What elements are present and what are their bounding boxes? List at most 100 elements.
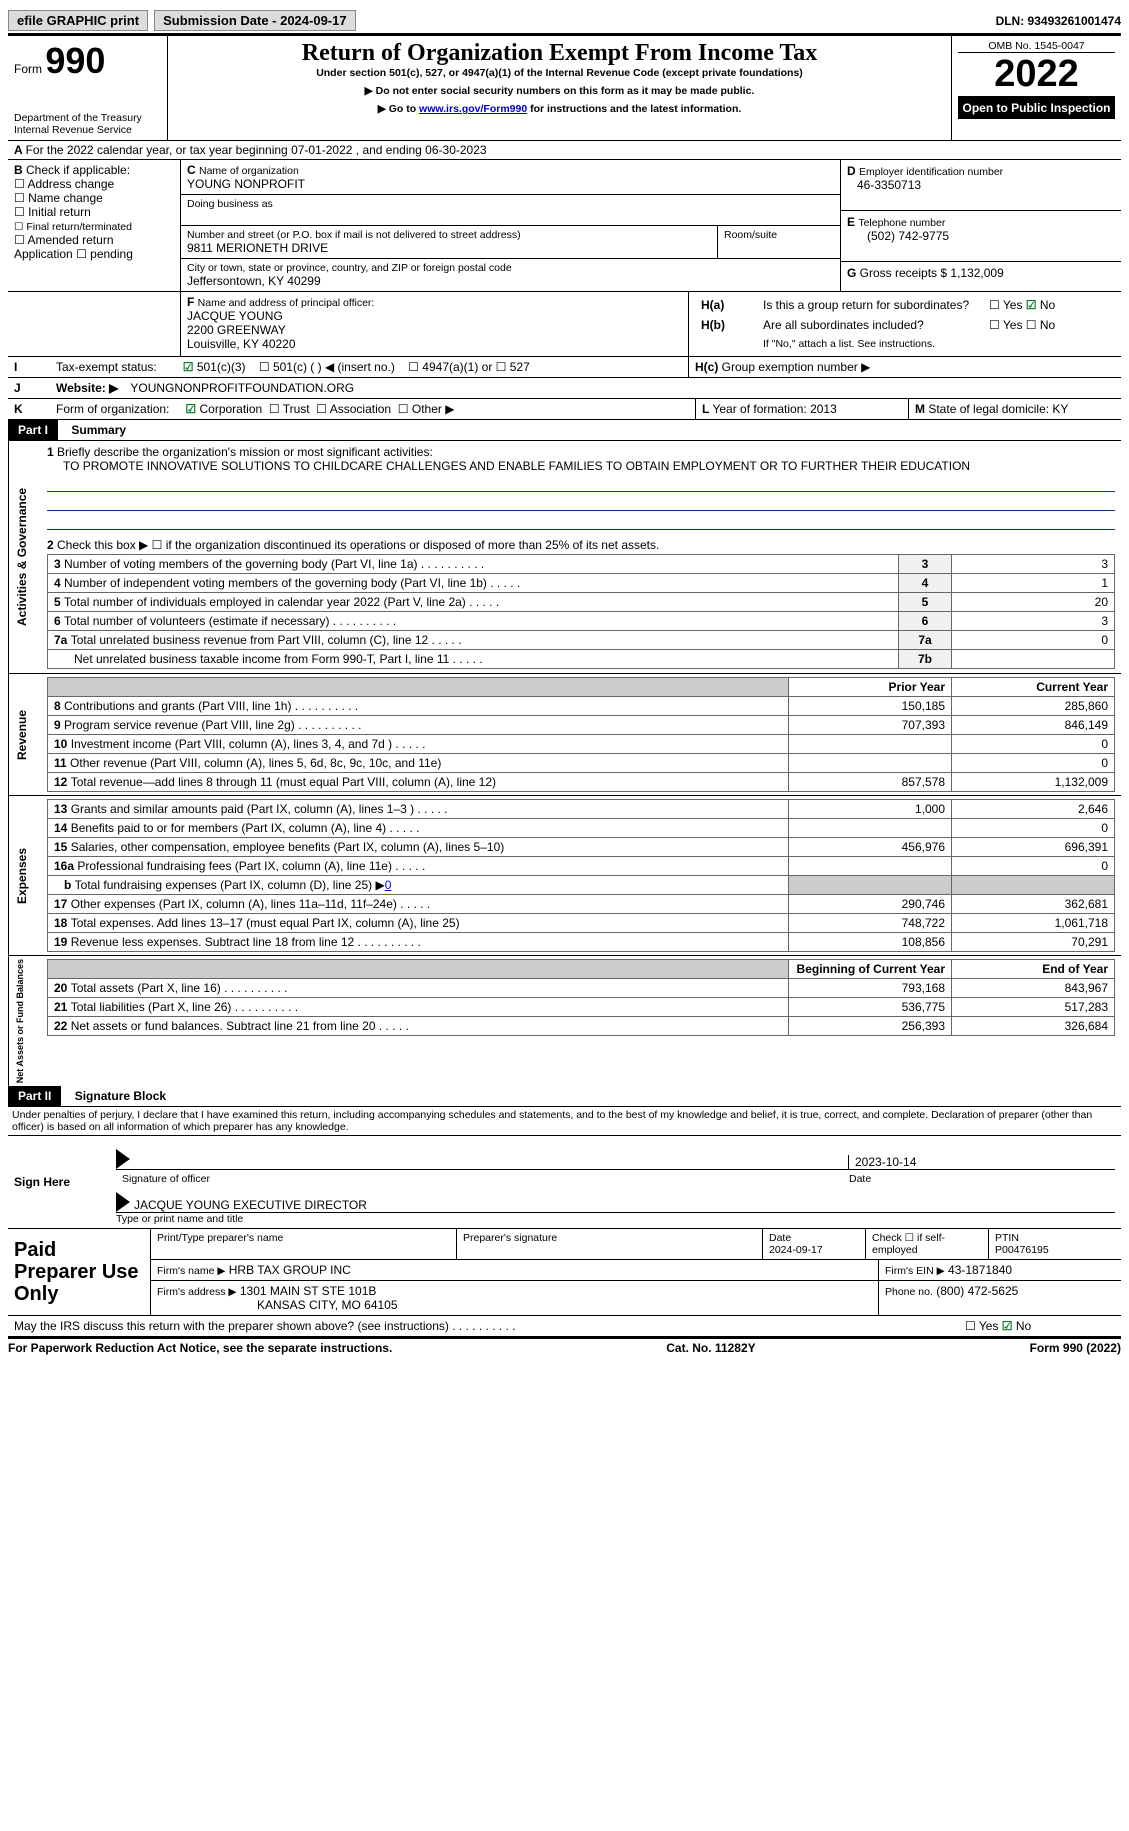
gross-receipts-value: 1,132,009 xyxy=(950,266,1003,280)
side-expenses: Expenses xyxy=(8,796,41,955)
r6-t: Total number of volunteers (estimate if … xyxy=(64,614,396,628)
side-activities: Activities & Governance xyxy=(8,441,41,673)
officer-street: 2200 GREENWAY xyxy=(187,323,286,337)
ein-value: 46-3350713 xyxy=(847,178,1115,192)
paid-preparer-label: Paid Preparer Use Only xyxy=(8,1229,150,1315)
r11-p xyxy=(789,754,952,773)
gross-receipts-label: Gross receipts $ xyxy=(860,266,947,280)
r16a-p xyxy=(789,857,952,876)
ssn-warning: Do not enter social security numbers on … xyxy=(365,85,755,97)
r17-p: 290,746 xyxy=(789,895,952,914)
chk-4947[interactable]: 4947(a)(1) or xyxy=(408,360,492,374)
chk-corp[interactable]: Corporation xyxy=(185,402,262,416)
r15-t: Salaries, other compensation, employee b… xyxy=(71,840,505,854)
ha-no[interactable]: No xyxy=(1026,298,1055,312)
r5-t: Total number of individuals employed in … xyxy=(64,595,499,609)
street-address: 9811 MERIONETH DRIVE xyxy=(187,241,711,255)
chk-initial-return[interactable]: Initial return xyxy=(14,205,91,219)
ein-label: Employer identification number xyxy=(859,166,1003,178)
chk-527[interactable]: 527 xyxy=(496,360,530,374)
r15-p: 456,976 xyxy=(789,838,952,857)
submission-date-button[interactable]: Submission Date - 2024-09-17 xyxy=(154,10,356,31)
begin-year-header: Beginning of Current Year xyxy=(789,960,952,979)
firm-ein: 43-1871840 xyxy=(948,1263,1012,1277)
tax-year-range: For the 2022 calendar year, or tax year … xyxy=(26,143,487,157)
domicile-label: State of legal domicile: xyxy=(928,402,1049,416)
sig-date: 2023-10-14 xyxy=(848,1155,1115,1169)
declaration-text: Under penalties of perjury, I declare th… xyxy=(8,1107,1121,1136)
part2-bar: Part II xyxy=(8,1086,61,1106)
r20-t: Total assets (Part X, line 16) xyxy=(71,981,288,995)
hb-label: Are all subordinates included? xyxy=(757,315,983,335)
side-net-assets: Net Assets or Fund Balances xyxy=(8,956,41,1086)
chk-501c[interactable]: 501(c) ( ) ◀ (insert no.) xyxy=(259,360,395,374)
street-label: Number and street (or P.O. box if mail i… xyxy=(187,229,711,241)
q2-label: Check this box ▶ ☐ if the organization d… xyxy=(57,538,659,552)
mission-text: TO PROMOTE INNOVATIVE SOLUTIONS TO CHILD… xyxy=(47,459,1115,473)
r19-c: 70,291 xyxy=(952,933,1115,952)
prep-self-employed[interactable]: Check ☐ if self-employed xyxy=(865,1229,988,1259)
chk-address-change[interactable]: Address change xyxy=(14,177,114,191)
tax-exempt-label: Tax-exempt status: xyxy=(50,357,163,377)
may-irs-yes[interactable]: Yes xyxy=(965,1319,998,1333)
r12-p: 857,578 xyxy=(789,773,952,792)
chk-other[interactable]: Other ▶ xyxy=(398,402,455,416)
efile-print-button[interactable]: efile GRAPHIC print xyxy=(8,10,148,31)
chk-amended[interactable]: Amended return xyxy=(14,233,114,247)
prep-name-label: Print/Type preparer's name xyxy=(151,1229,456,1259)
r11-c: 0 xyxy=(952,754,1115,773)
chk-501c3[interactable]: 501(c)(3) xyxy=(183,360,246,374)
r8-p: 150,185 xyxy=(789,697,952,716)
irs-link[interactable]: www.irs.gov/Form990 xyxy=(419,103,527,115)
chk-pending[interactable]: pending xyxy=(76,247,133,261)
r19-p: 108,856 xyxy=(789,933,952,952)
chk-assoc[interactable]: Association xyxy=(316,402,391,416)
ha-yes[interactable]: Yes xyxy=(989,298,1022,312)
r16b-t: Total fundraising expenses (Part IX, col… xyxy=(75,878,385,892)
dba-label: Doing business as xyxy=(181,195,279,225)
r13-c: 2,646 xyxy=(952,800,1115,819)
r7b-t: Net unrelated business taxable income fr… xyxy=(48,650,899,669)
r4-t: Number of independent voting members of … xyxy=(64,576,520,590)
firm-addr-label: Firm's address ▶ xyxy=(157,1286,237,1298)
hb-note: If "No," attach a list. See instructions… xyxy=(757,335,941,353)
officer-city: Louisville, KY 40220 xyxy=(187,337,296,351)
current-year-header: Current Year xyxy=(952,678,1115,697)
part2-title: Signature Block xyxy=(65,1089,166,1103)
r9-t: Program service revenue (Part VIII, line… xyxy=(64,718,361,732)
may-irs-no[interactable]: No xyxy=(1002,1319,1031,1333)
goto-arrow-icon: ▶ xyxy=(378,103,389,115)
ptin-label: PTIN xyxy=(995,1232,1019,1244)
r14-c: 0 xyxy=(952,819,1115,838)
firm-ein-label: Firm's EIN ▶ xyxy=(885,1265,945,1277)
ha-label: Is this a group return for subordinates? xyxy=(757,295,983,315)
hb-yes[interactable]: Yes xyxy=(989,318,1022,332)
r22-c: 326,684 xyxy=(952,1017,1115,1036)
prior-year-header: Prior Year xyxy=(789,678,952,697)
firm-phone-label: Phone no. xyxy=(885,1286,933,1298)
officer-name: JACQUE YOUNG xyxy=(187,309,283,323)
firm-name: HRB TAX GROUP INC xyxy=(229,1263,351,1277)
chk-final-return[interactable]: Final return/terminated xyxy=(14,221,132,233)
form-header: Form 990 Department of the Treasury Inte… xyxy=(8,36,1121,141)
firm-addr2: KANSAS CITY, MO 64105 xyxy=(157,1298,398,1312)
r3-v: 3 xyxy=(952,555,1115,574)
form-label: Form xyxy=(14,62,42,76)
chk-name-change[interactable]: Name change xyxy=(14,191,103,205)
r16b-v[interactable]: 0 xyxy=(385,878,392,892)
phone-label: Telephone number xyxy=(858,217,945,229)
part1-title: Summary xyxy=(61,423,126,437)
hb-no[interactable]: No xyxy=(1026,318,1055,332)
name-arrow-icon xyxy=(116,1192,130,1212)
goto-suffix: for instructions and the latest informat… xyxy=(530,103,741,115)
omb-number: OMB No. 1545-0047 xyxy=(958,40,1115,52)
sig-officer-label: Signature of officer xyxy=(116,1170,843,1188)
chk-trust[interactable]: Trust xyxy=(269,402,310,416)
tax-year: 2022 xyxy=(958,52,1115,97)
dln-label: DLN: 93493261001474 xyxy=(996,14,1121,28)
form-subtitle: Under section 501(c), 527, or 4947(a)(1)… xyxy=(174,67,945,79)
room-suite-label: Room/suite xyxy=(717,226,840,258)
may-irs-label: May the IRS discuss this return with the… xyxy=(14,1319,516,1333)
side-revenue: Revenue xyxy=(8,674,41,795)
r15-c: 696,391 xyxy=(952,838,1115,857)
